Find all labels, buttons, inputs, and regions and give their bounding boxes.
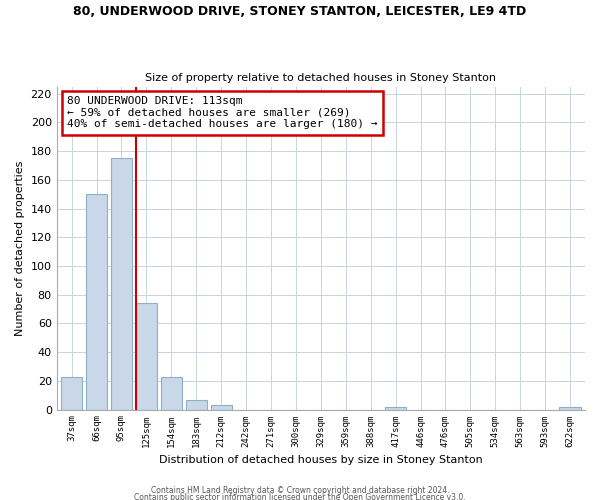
Bar	[111, 158, 132, 410]
Bar	[185, 400, 207, 409]
Text: Contains HM Land Registry data © Crown copyright and database right 2024.: Contains HM Land Registry data © Crown c…	[151, 486, 449, 495]
Text: 80 UNDERWOOD DRIVE: 113sqm
← 59% of detached houses are smaller (269)
40% of sem: 80 UNDERWOOD DRIVE: 113sqm ← 59% of deta…	[67, 96, 378, 130]
Title: Size of property relative to detached houses in Stoney Stanton: Size of property relative to detached ho…	[145, 73, 496, 83]
Bar	[161, 376, 182, 410]
Bar	[385, 406, 406, 410]
Bar	[86, 194, 107, 410]
Text: Contains public sector information licensed under the Open Government Licence v3: Contains public sector information licen…	[134, 494, 466, 500]
Bar	[136, 304, 157, 410]
Text: 80, UNDERWOOD DRIVE, STONEY STANTON, LEICESTER, LE9 4TD: 80, UNDERWOOD DRIVE, STONEY STANTON, LEI…	[73, 5, 527, 18]
X-axis label: Distribution of detached houses by size in Stoney Stanton: Distribution of detached houses by size …	[159, 455, 483, 465]
Y-axis label: Number of detached properties: Number of detached properties	[15, 160, 25, 336]
Bar	[211, 405, 232, 409]
Bar	[559, 406, 581, 410]
Bar	[61, 376, 82, 410]
